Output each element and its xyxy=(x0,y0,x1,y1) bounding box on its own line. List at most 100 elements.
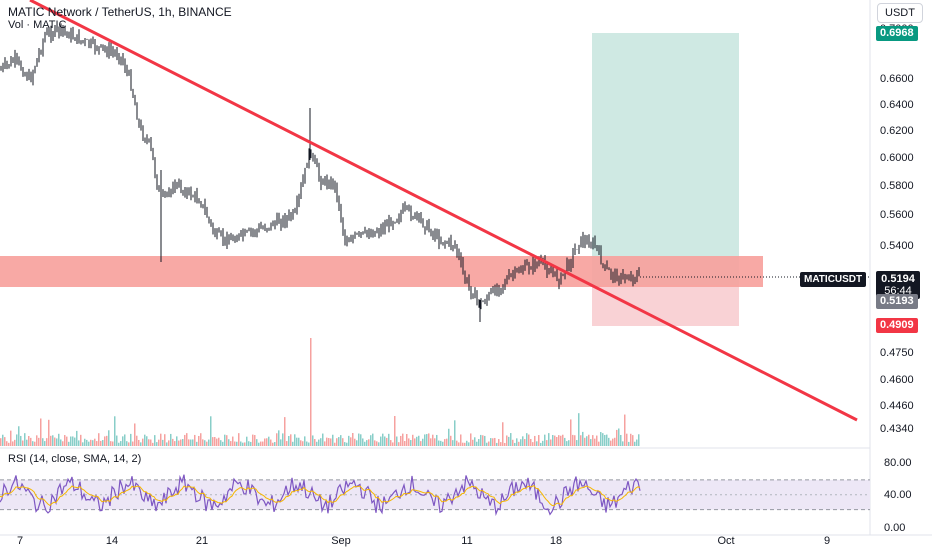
volume-bar xyxy=(386,437,388,446)
volume-bar xyxy=(86,439,88,446)
volume-bar xyxy=(48,419,50,446)
volume-bar xyxy=(420,441,422,446)
volume-bar xyxy=(368,439,370,446)
volume-bar xyxy=(590,439,592,446)
volume-bar xyxy=(238,433,240,446)
volume-bar xyxy=(266,438,268,446)
price-tick-label: 0.4750 xyxy=(880,347,914,359)
volume-bar xyxy=(610,440,612,446)
volume-bar xyxy=(428,433,430,446)
volume-bar xyxy=(458,442,460,446)
rsi-panel xyxy=(0,474,870,517)
volume-bar xyxy=(510,433,512,446)
volume-bar xyxy=(392,442,394,446)
volume-bar xyxy=(72,436,74,446)
volume-bar xyxy=(460,434,462,446)
time-tick-label: 9 xyxy=(824,535,830,547)
volume-bar xyxy=(56,438,58,446)
volume-bar xyxy=(248,441,250,446)
volume-bar xyxy=(320,438,322,446)
rsi-sma-line xyxy=(0,484,641,507)
volume-bar xyxy=(576,440,578,446)
volume-bar xyxy=(466,440,468,446)
volume-bar xyxy=(280,439,282,446)
volume-bar xyxy=(496,442,498,446)
volume-bar xyxy=(214,437,216,446)
volume-bar xyxy=(308,442,310,446)
volume-bar xyxy=(462,442,464,446)
volume-bar xyxy=(20,435,22,446)
volume-bar xyxy=(606,434,608,446)
volume-bar xyxy=(596,435,598,446)
volume-bar xyxy=(332,434,334,446)
volume-bar xyxy=(498,439,500,446)
volume-bar xyxy=(550,439,552,446)
volume-bar xyxy=(470,433,472,446)
volume-bar xyxy=(92,440,94,446)
price-tick-label: 0.6000 xyxy=(880,152,914,164)
volume-bar xyxy=(582,431,584,446)
volume-bar xyxy=(222,441,224,446)
volume-bar xyxy=(560,435,562,446)
volume-bar xyxy=(336,438,338,446)
volume-bar xyxy=(574,435,576,446)
volume-bar xyxy=(526,433,528,446)
volume-bar xyxy=(178,440,180,446)
volume-bar xyxy=(94,438,96,446)
volume-bar xyxy=(246,436,248,446)
volume-bar xyxy=(318,439,320,446)
volume-bar xyxy=(506,435,508,446)
volume-bar xyxy=(580,435,582,446)
volume-bar xyxy=(80,434,82,446)
volume-bar xyxy=(256,439,258,446)
volume-bar xyxy=(104,436,106,446)
volume-bar xyxy=(110,441,112,446)
volume-bar xyxy=(292,441,294,446)
long-target-zone xyxy=(592,33,739,285)
currency-button[interactable]: USDT xyxy=(877,3,923,23)
volume-bar xyxy=(236,441,238,446)
volume-bar xyxy=(124,434,126,446)
volume-bar xyxy=(540,442,542,446)
volume-bar xyxy=(480,434,482,446)
volume-bar xyxy=(28,436,30,446)
time-tick-label: 11 xyxy=(461,535,472,547)
volume-bar xyxy=(52,435,54,446)
volume-bar xyxy=(108,430,110,446)
volume-bar xyxy=(440,440,442,446)
volume-bar xyxy=(180,439,182,446)
volume-bar xyxy=(172,438,174,446)
volume-bar xyxy=(626,433,628,446)
volume-bar xyxy=(284,417,286,446)
volume-bar xyxy=(148,439,150,446)
volume-bar xyxy=(328,438,330,446)
volume-bar xyxy=(166,442,168,446)
volume-bar xyxy=(134,423,136,446)
volume-bar xyxy=(182,439,184,446)
volume-bar xyxy=(602,433,604,446)
volume-bar xyxy=(512,439,514,446)
second-price-badge: 0.5193 xyxy=(876,294,918,309)
volume-bar xyxy=(588,434,590,446)
volume-bar xyxy=(632,435,634,446)
volume-bar xyxy=(636,439,638,446)
volume-bar xyxy=(372,433,374,446)
volume-bar xyxy=(88,441,90,446)
volume-bar xyxy=(230,441,232,446)
volume-bar xyxy=(130,433,132,446)
volume-bar xyxy=(262,441,264,446)
volume-bar xyxy=(340,435,342,446)
volume-bar xyxy=(600,432,602,446)
volume-bar xyxy=(554,435,556,446)
volume-bar xyxy=(508,436,510,446)
volume-bar xyxy=(24,433,26,446)
volume-bar xyxy=(98,433,100,446)
volume-bar xyxy=(316,441,318,446)
volume-bar xyxy=(304,436,306,446)
volume-bar xyxy=(330,438,332,446)
volume-bar xyxy=(142,438,144,446)
volume-bar xyxy=(70,436,72,446)
volume-bar xyxy=(604,434,606,446)
volume-bar xyxy=(456,440,458,446)
